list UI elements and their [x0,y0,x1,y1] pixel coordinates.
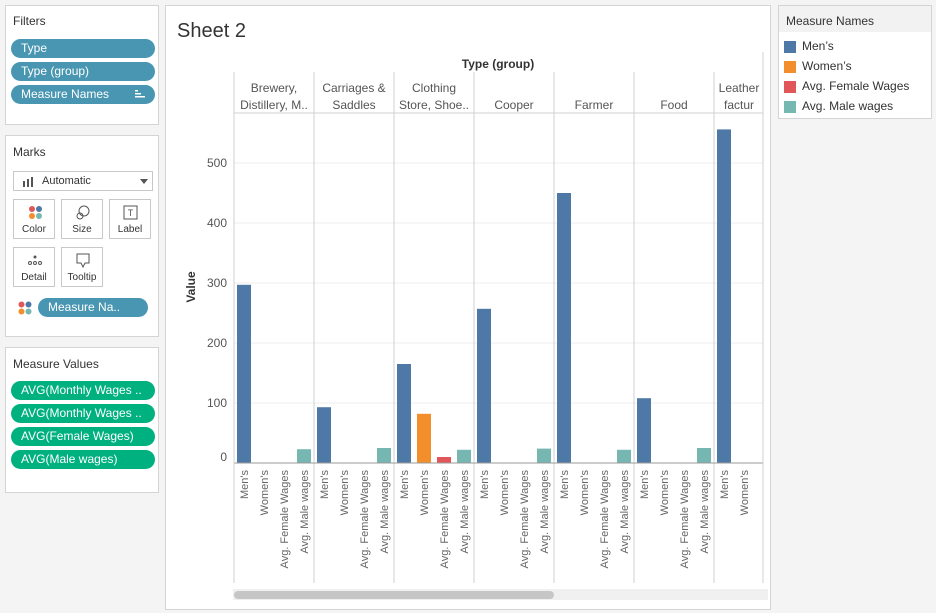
filter-pill-type-group[interactable]: Type (group) [11,62,155,81]
legend-label: Men’s [802,39,834,53]
bar[interactable] [317,407,331,463]
measure-value-pill[interactable]: AVG(Female Wages) [11,427,155,446]
size-label: Size [72,224,92,235]
detail-button[interactable]: Detail [13,247,55,287]
bar[interactable] [237,284,251,463]
bar[interactable] [297,449,311,463]
filter-pill-type[interactable]: Type [11,39,155,58]
detail-label: Detail [21,272,47,283]
sheet-title: Sheet 2 [177,20,246,42]
bar-chart-icon [23,177,33,187]
marks-title: Marks [13,145,46,159]
filters-title: Filters [13,14,46,28]
legend-header: Measure Names [779,6,931,32]
filter-pill-measure-names-label: Measure Names [21,87,110,101]
bar[interactable] [457,449,471,463]
svg-text:T: T [128,208,134,218]
filter-pill-measure-names[interactable]: Measure Names [11,85,155,104]
size-icon [76,205,90,220]
legend-title: Measure Names [786,14,875,28]
legend-label: Avg. Female Wages [802,79,910,93]
label-label: Label [117,224,143,235]
label-button[interactable]: T Label [109,199,151,239]
sheet-card: Sheet 2 [165,5,771,610]
text-label-icon: T [123,205,138,220]
measure-values-title: Measure Values [13,357,99,371]
chevron-down-icon [140,179,148,184]
tooltip-button[interactable]: Tooltip [61,247,103,287]
measure-values-card: Measure Values AVG(Monthly Wages .. AVG(… [5,347,159,493]
horizontal-scrollbar-thumb[interactable] [234,591,554,599]
measure-value-pill[interactable]: AVG(Monthly Wages .. [11,404,155,423]
legend-label: Avg. Male wages [802,99,894,113]
size-button[interactable]: Size [61,199,103,239]
tooltip-icon [76,253,90,269]
bar[interactable] [697,448,711,463]
bar[interactable] [717,129,731,463]
measure-value-pill[interactable]: AVG(Monthly Wages .. [11,381,155,400]
color-measure-names-pill[interactable]: Measure Na.. [38,298,148,317]
color-icon [29,206,42,219]
bar[interactable] [617,449,631,463]
legend-label: Women’s [802,59,852,73]
marks-card: Marks Automatic Color Size T Label Detai… [5,135,159,337]
bar[interactable] [377,448,391,463]
legend-swatch [784,41,796,53]
color-encoding-icon [18,301,32,315]
bar[interactable] [557,193,571,463]
legend-swatch [784,61,796,73]
color-label: Color [22,224,46,235]
bar[interactable] [397,364,411,463]
bar[interactable] [477,308,491,463]
mark-type-label: Automatic [42,175,91,187]
bar[interactable] [537,448,551,463]
legend-card: Measure Names Men’s Women’s Avg. Female … [778,5,932,119]
color-button[interactable]: Color [13,199,55,239]
bar[interactable] [417,413,431,463]
detail-icon [28,255,42,265]
legend-swatch [784,101,796,113]
filters-card: Filters Type Type (group) Measure Names [5,5,159,125]
bar[interactable] [437,457,451,463]
sort-icon [135,90,145,98]
legend-swatch [784,81,796,93]
tooltip-label: Tooltip [67,272,97,283]
bar[interactable] [637,398,651,463]
measure-value-pill[interactable]: AVG(Male wages) [11,450,155,469]
mark-type-dropdown[interactable]: Automatic [13,171,153,191]
